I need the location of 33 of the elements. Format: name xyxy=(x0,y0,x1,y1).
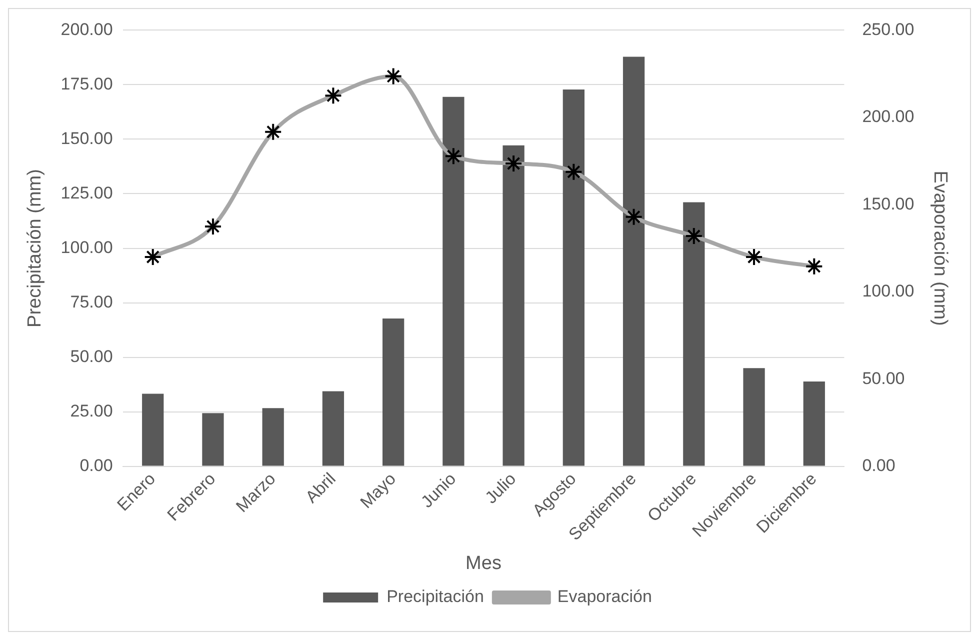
bar xyxy=(142,394,164,466)
y2-tick-label: 100.00 xyxy=(862,282,914,301)
bar xyxy=(442,96,464,466)
bar xyxy=(382,318,404,466)
y-tick-label: 150.00 xyxy=(60,128,113,148)
bar xyxy=(322,391,344,466)
y2-tick-label: 50.00 xyxy=(862,368,905,388)
y-tick-label: 75.00 xyxy=(70,292,113,312)
bar xyxy=(622,56,645,466)
y-tick-label: 50.00 xyxy=(70,346,113,366)
bar xyxy=(502,145,524,466)
y2-tick-label: 150.00 xyxy=(862,194,914,214)
x-axis-title: Mes xyxy=(466,552,502,574)
bar xyxy=(803,381,825,466)
y2-tick-label: 250.00 xyxy=(862,20,914,39)
legend-label: Evaporación xyxy=(557,587,652,606)
y-tick-label: 200.00 xyxy=(60,20,113,39)
bar xyxy=(562,90,584,466)
y2-axis-title: Evaporación (mm) xyxy=(929,170,950,326)
y-tick-label: 175.00 xyxy=(60,74,113,94)
x-tick-label: Julio xyxy=(482,469,520,508)
bar xyxy=(743,368,765,466)
legend-label: Precipitación xyxy=(386,587,484,606)
bar xyxy=(262,408,284,466)
bar xyxy=(202,413,224,466)
bar xyxy=(683,202,705,466)
y-tick-label: 125.00 xyxy=(60,183,113,202)
y-tick-label: 25.00 xyxy=(70,401,113,420)
y-tick-label: 0.00 xyxy=(80,456,113,475)
y2-tick-label: 0.00 xyxy=(862,456,896,475)
y-axis-title: Precipitación (mm) xyxy=(24,169,46,328)
y-tick-label: 100.00 xyxy=(60,238,113,257)
y2-tick-label: 200.00 xyxy=(862,107,914,126)
